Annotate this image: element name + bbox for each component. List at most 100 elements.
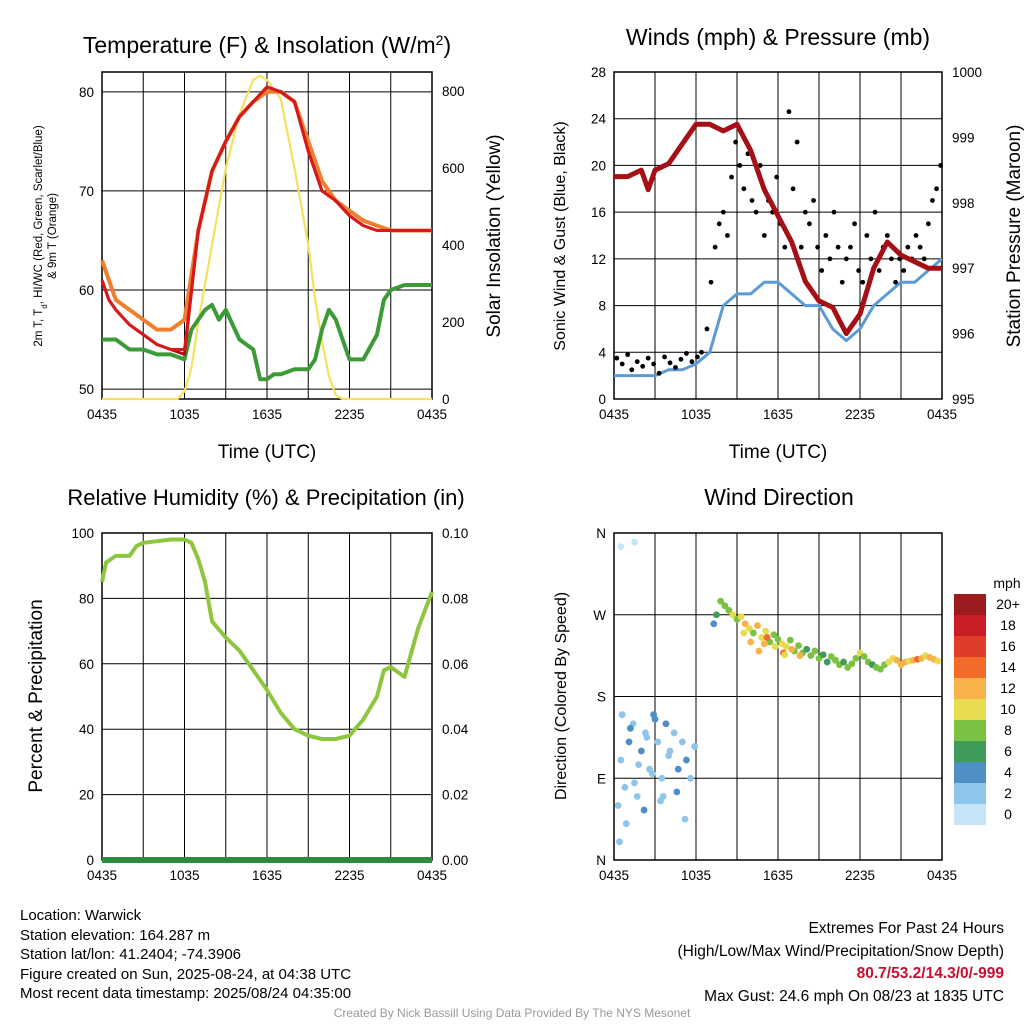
y-tick-label: 12 bbox=[591, 252, 606, 267]
x-tick-label: 1635 bbox=[252, 407, 282, 422]
x-tick-label: 2235 bbox=[845, 407, 875, 422]
gust-point bbox=[662, 354, 667, 360]
x-tick-label: 0435 bbox=[417, 407, 447, 422]
direction-point bbox=[745, 624, 753, 632]
humidity-ylabel: Percent & Precipitation bbox=[26, 599, 47, 792]
colorbar-swatch bbox=[954, 699, 986, 720]
y-tick-label: 20 bbox=[591, 158, 606, 173]
station-elevation: Station elevation: 164.287 m bbox=[20, 926, 211, 944]
y-tick-label: 80 bbox=[79, 85, 94, 100]
direction-point bbox=[758, 634, 765, 641]
direction-point bbox=[852, 654, 860, 662]
station-latlon: Station lat/lon: 41.2404; -74.3906 bbox=[20, 946, 242, 963]
colorbar-label: 0 bbox=[1004, 806, 1012, 822]
x-tick-label: 2235 bbox=[334, 868, 364, 883]
extremes-subtitle: (High/Low/Max Wind/Precipitation/Snow De… bbox=[677, 942, 1005, 960]
direction-point bbox=[616, 838, 623, 846]
direction-point bbox=[737, 613, 745, 620]
direction-point bbox=[893, 656, 901, 664]
y-tick-label: W bbox=[593, 608, 606, 623]
extremes-values: 80.7/53.2/14.3/0/-999 bbox=[856, 965, 1004, 982]
gust-point bbox=[917, 244, 923, 250]
direction-point bbox=[755, 647, 763, 655]
gust-point bbox=[913, 233, 919, 238]
gust-point bbox=[934, 186, 939, 192]
direction-point bbox=[819, 651, 827, 659]
x-tick-label: 2235 bbox=[334, 407, 364, 422]
direction-point bbox=[625, 738, 633, 746]
y2-tick-label: 800 bbox=[442, 84, 465, 99]
wind-direction-plot-frame bbox=[613, 532, 943, 861]
wind-direction-ylabel: Direction (Colored By Speed) bbox=[553, 592, 570, 800]
direction-point bbox=[614, 802, 622, 809]
temperature-panel-title: Temperature (F) & Insolation (W/m2) bbox=[83, 32, 451, 58]
humidity-panel: Relative Humidity (%) & Precipitation (i… bbox=[26, 485, 469, 883]
colorbar-swatch bbox=[954, 615, 986, 636]
gust-point bbox=[848, 244, 853, 250]
direction-point bbox=[754, 622, 761, 630]
y-tick-label: N bbox=[596, 526, 606, 541]
gust-point bbox=[802, 209, 808, 215]
direction-point bbox=[622, 820, 630, 828]
direction-point bbox=[662, 720, 670, 728]
wind-direction-panel: Wind Direction Direction (Colored By Spe… bbox=[553, 484, 1021, 883]
gust-point bbox=[651, 361, 657, 367]
gust-point bbox=[938, 163, 944, 168]
gust-point bbox=[889, 256, 894, 262]
x-tick-label: 0435 bbox=[417, 868, 447, 883]
x-tick-label: 0435 bbox=[927, 868, 957, 883]
x-tick-label: 1035 bbox=[681, 868, 711, 883]
gust-point bbox=[656, 370, 662, 376]
winds-plot-frame bbox=[613, 71, 943, 400]
colorbar-label: 10 bbox=[1000, 701, 1016, 717]
colorbar-swatch bbox=[954, 720, 986, 741]
gust-point bbox=[673, 365, 678, 370]
x-tick-label: 2235 bbox=[845, 868, 875, 883]
gust-point bbox=[843, 256, 849, 262]
wind-speed-line bbox=[614, 257, 943, 378]
gust-point bbox=[811, 198, 816, 203]
x-tick-label: 0435 bbox=[599, 407, 629, 422]
pressure-y2label: Station Pressure (Maroon) bbox=[1004, 125, 1024, 348]
direction-point bbox=[713, 611, 720, 619]
direction-point bbox=[717, 597, 724, 605]
x-tick-label: 0435 bbox=[87, 407, 117, 422]
grid-lines bbox=[614, 72, 942, 399]
y-tick-label: S bbox=[597, 690, 606, 705]
colorbar-label: 2 bbox=[1004, 785, 1012, 801]
gust-point bbox=[729, 174, 734, 180]
colorbar-label: 12 bbox=[1000, 680, 1016, 696]
direction-point bbox=[627, 724, 634, 732]
direction-point bbox=[788, 645, 796, 653]
colorbar-title: mph bbox=[993, 575, 1020, 591]
colorbar-label: 16 bbox=[1000, 638, 1016, 654]
direction-point bbox=[811, 647, 819, 655]
gust-point bbox=[619, 361, 625, 367]
direction-point bbox=[643, 733, 651, 741]
gust-point bbox=[798, 244, 804, 250]
y2-tick-label: 995 bbox=[952, 392, 975, 407]
gust-point bbox=[827, 256, 833, 262]
y-tick-label: 4 bbox=[598, 345, 606, 360]
y2-tick-label: 0.08 bbox=[442, 591, 468, 606]
gust-point bbox=[835, 244, 841, 250]
y2-tick-label: 0 bbox=[442, 392, 450, 407]
y-tick-label: N bbox=[596, 853, 606, 868]
gust-point bbox=[921, 256, 927, 262]
wind-direction-panel-title: Wind Direction bbox=[704, 484, 854, 510]
direction-point bbox=[740, 629, 748, 637]
direction-point bbox=[762, 627, 770, 635]
direction-point bbox=[860, 653, 868, 660]
x-tick-label: 1635 bbox=[252, 868, 282, 883]
direction-point bbox=[781, 651, 789, 659]
direction-point bbox=[631, 779, 638, 787]
direction-point bbox=[687, 774, 694, 782]
y-tick-label: 70 bbox=[79, 184, 94, 199]
credit-line: Created By Nick Bassill Using Data Provi… bbox=[333, 1006, 691, 1020]
insolation-y2label: Solar Insolation (Yellow) bbox=[484, 134, 505, 337]
extremes-title: Extremes For Past 24 Hours bbox=[808, 920, 1004, 937]
gust-point bbox=[925, 221, 931, 227]
direction-point bbox=[795, 642, 802, 650]
gust-point bbox=[761, 233, 767, 238]
